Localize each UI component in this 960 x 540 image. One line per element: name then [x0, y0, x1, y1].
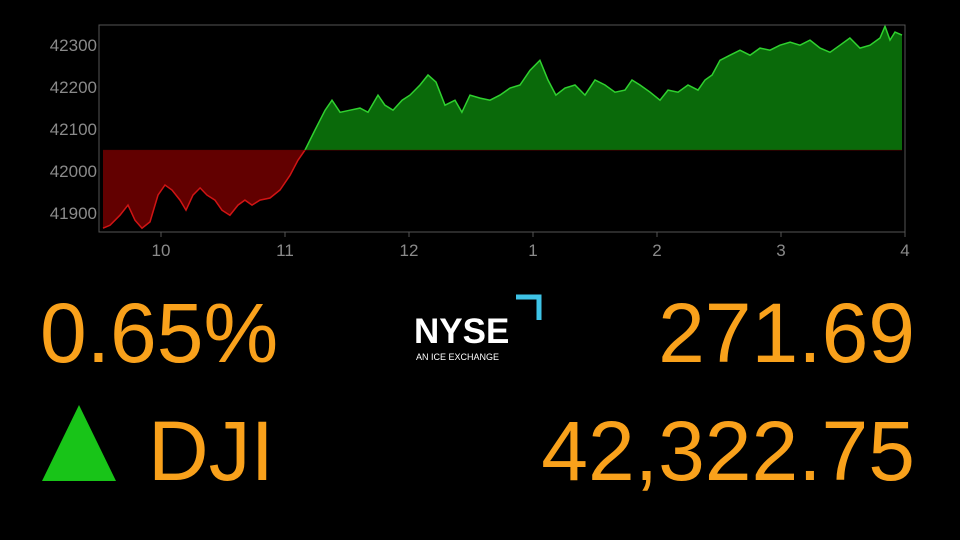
y-tick-label: 42000	[50, 162, 97, 181]
x-tick-label: 11	[276, 241, 294, 260]
x-tick-label: 3	[776, 241, 785, 260]
area	[103, 26, 902, 229]
x-tick-label: 4	[900, 241, 909, 260]
y-tick-label: 42100	[50, 120, 97, 139]
exchange-logo: NYSE AN ICE EXCHANGE	[414, 294, 542, 362]
x-tick-label: 12	[400, 241, 419, 260]
x-tick-label: 10	[152, 241, 171, 260]
y-tick-label: 41900	[50, 204, 97, 223]
y-tick-label: 42200	[50, 78, 97, 97]
point-change: 271.69	[658, 286, 915, 380]
percent-change: 0.65%	[40, 286, 278, 380]
exchange-tagline: AN ICE EXCHANGE	[416, 352, 499, 362]
y-tick-label: 42300	[50, 36, 97, 55]
symbol: DJI	[148, 404, 274, 498]
x-tick-label: 1	[528, 241, 537, 260]
up-arrow	[42, 405, 116, 481]
plot	[102, 24, 903, 230]
x-tick-label: 2	[652, 241, 661, 260]
price-line	[102, 24, 903, 230]
exchange-name: NYSE	[414, 312, 509, 351]
plot-frame	[98, 24, 906, 233]
price: 42,322.75	[541, 404, 915, 498]
logo-bracket	[516, 294, 542, 320]
